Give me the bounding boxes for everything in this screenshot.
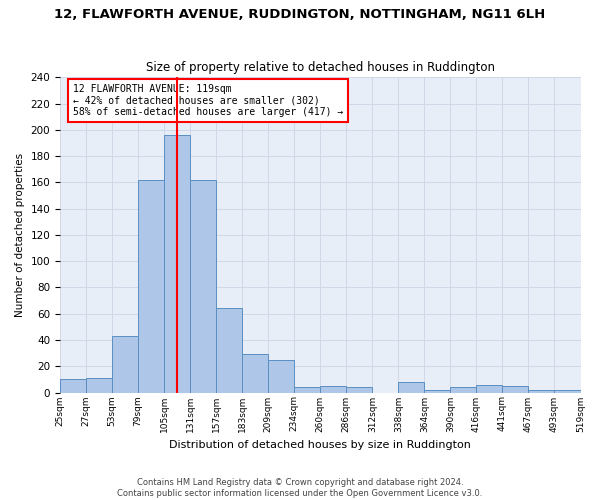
Bar — [216, 308, 242, 392]
Bar — [424, 390, 451, 392]
Y-axis label: Number of detached properties: Number of detached properties — [15, 153, 25, 317]
Bar — [294, 388, 320, 392]
X-axis label: Distribution of detached houses by size in Ruddington: Distribution of detached houses by size … — [169, 440, 471, 450]
Bar — [242, 354, 268, 393]
Text: 12 FLAWFORTH AVENUE: 119sqm
← 42% of detached houses are smaller (302)
58% of se: 12 FLAWFORTH AVENUE: 119sqm ← 42% of det… — [73, 84, 343, 117]
Bar — [398, 382, 424, 392]
Bar — [190, 180, 216, 392]
Bar — [554, 390, 581, 392]
Title: Size of property relative to detached houses in Ruddington: Size of property relative to detached ho… — [146, 60, 495, 74]
Bar — [451, 388, 476, 392]
Bar — [529, 390, 554, 392]
Bar — [476, 384, 502, 392]
Bar — [320, 386, 346, 392]
Text: 12, FLAWFORTH AVENUE, RUDDINGTON, NOTTINGHAM, NG11 6LH: 12, FLAWFORTH AVENUE, RUDDINGTON, NOTTIN… — [55, 8, 545, 20]
Bar — [86, 378, 112, 392]
Bar — [138, 180, 164, 392]
Bar — [112, 336, 138, 392]
Bar — [164, 135, 190, 392]
Bar — [268, 360, 294, 392]
Bar — [502, 386, 529, 392]
Bar — [346, 388, 373, 392]
Bar — [60, 380, 86, 392]
Text: Contains HM Land Registry data © Crown copyright and database right 2024.
Contai: Contains HM Land Registry data © Crown c… — [118, 478, 482, 498]
